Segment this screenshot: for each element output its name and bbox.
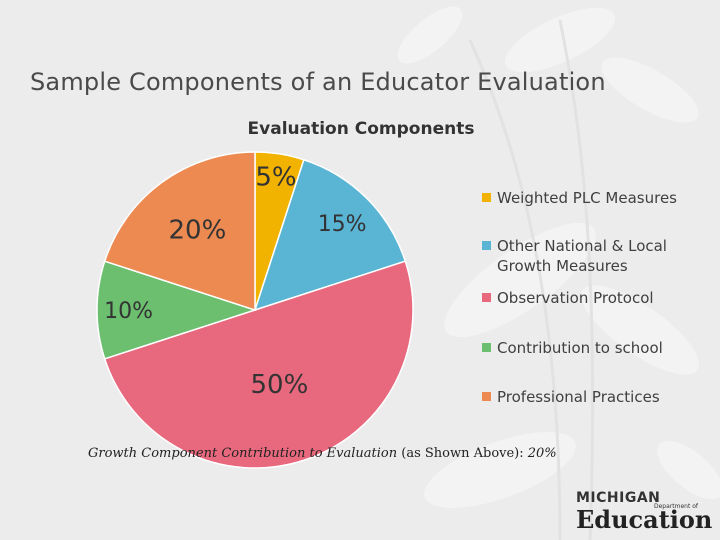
caption-italic: Growth Component Contribution to Evaluat…: [88, 446, 398, 461]
legend-item-2: Observation Protocol: [482, 288, 712, 308]
caption-value: 20%: [527, 446, 557, 461]
pie-slice-2: [103, 260, 414, 469]
legend-swatch: [482, 293, 491, 302]
slice-label-1: 15%: [318, 212, 367, 237]
slice-label-3: 10%: [104, 299, 153, 324]
legend-label: Other National & Local Growth Measures: [497, 237, 667, 275]
caption-rest: (as Shown Above):: [397, 446, 528, 461]
slice-label-4: 20%: [169, 216, 227, 246]
pie-slice-4: [103, 151, 256, 312]
legend-swatch: [482, 193, 491, 202]
michigan-education-logo: MICHIGAN Department of Education: [576, 490, 713, 534]
legend-swatch: [482, 241, 491, 250]
slice-label-2: 50%: [251, 370, 309, 400]
legend-item-1: Other National & Local Growth Measures: [482, 236, 712, 276]
legend-swatch: [482, 392, 491, 401]
chart-title: Evaluation Components: [248, 119, 475, 139]
legend-label: Observation Protocol: [497, 289, 654, 307]
caption: Growth Component Contribution to Evaluat…: [88, 446, 557, 461]
pie-slice-3: [96, 260, 258, 360]
legend-label: Contribution to school: [497, 339, 663, 357]
pie-slice-1: [253, 158, 407, 312]
legend-item-3: Contribution to school: [482, 338, 712, 358]
legend-label: Weighted PLC Measures: [497, 189, 677, 207]
legend-label: Professional Practices: [497, 388, 660, 406]
slide-title: Sample Components of an Educator Evaluat…: [30, 68, 606, 96]
legend-item-4: Professional Practices: [482, 387, 712, 407]
legend-swatch: [482, 343, 491, 352]
slice-label-0: 5%: [255, 162, 296, 192]
legend-item-0: Weighted PLC Measures: [482, 188, 712, 208]
